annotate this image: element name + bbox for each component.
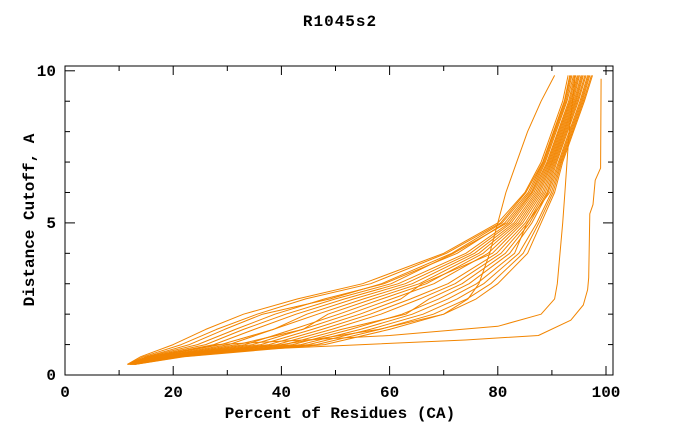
y-tick-label: 10 [37, 63, 56, 81]
curve-model-15 [133, 75, 587, 365]
curve-model-16 [133, 75, 589, 365]
x-tick-label: 100 [592, 384, 621, 402]
curve-model-02 [127, 75, 571, 365]
curve-model-09 [130, 75, 579, 365]
curve-model-04 [128, 75, 573, 365]
y-tick-label: 0 [46, 367, 56, 385]
axis-ticks [64, 66, 613, 376]
curve-model-03 [128, 75, 572, 365]
x-axis-label: Percent of Residues (CA) [224, 405, 456, 423]
chart-title: R1045s2 [302, 13, 378, 31]
curve-model-22 [130, 75, 576, 365]
curve-model-20 [135, 75, 593, 365]
curve-model-23 [132, 78, 602, 365]
curve-model-01 [126, 75, 569, 365]
x-tick-label: 0 [60, 384, 70, 402]
curve-model-13 [131, 75, 584, 365]
curve-model-06 [129, 75, 576, 365]
tick-labels: 0 20 40 60 80 100 0 5 10 [37, 63, 621, 402]
plot-frame [64, 65, 614, 376]
x-tick-label: 60 [380, 384, 399, 402]
curve-model-18 [134, 75, 591, 365]
model-curves [126, 75, 602, 365]
curve-model-07 [129, 75, 577, 365]
x-tick-label: 40 [272, 384, 291, 402]
x-tick-label: 80 [488, 384, 507, 402]
curve-model-10 [130, 75, 580, 365]
y-tick-label: 5 [46, 215, 56, 233]
frame-rect [64, 65, 614, 376]
curve-model-19 [134, 75, 592, 365]
curve-model-21 [129, 75, 556, 365]
curve-model-14 [132, 75, 586, 365]
curve-model-05 [128, 75, 574, 365]
curve-model-08 [130, 75, 578, 365]
x-tick-label: 20 [164, 384, 183, 402]
